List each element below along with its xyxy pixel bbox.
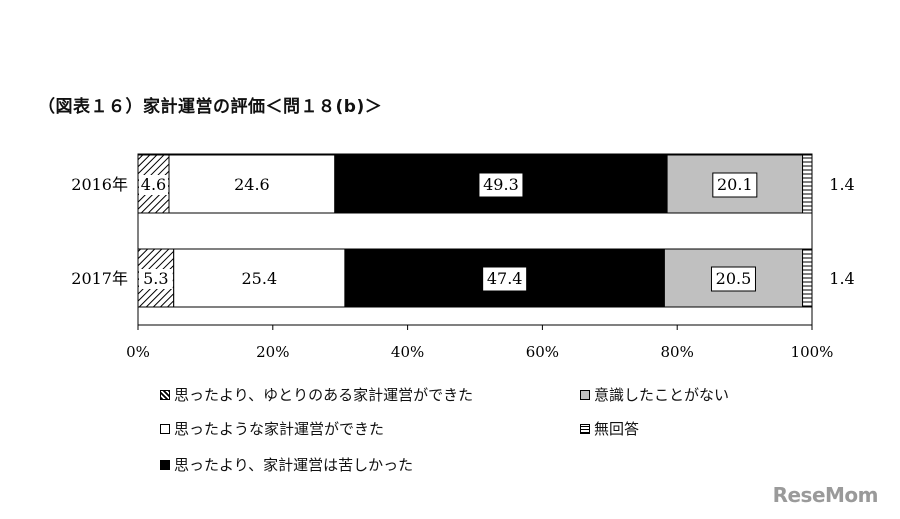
data-label: 1.4 — [829, 175, 854, 194]
bar-segment — [802, 154, 813, 214]
legend-swatch — [160, 389, 170, 400]
data-label: 47.4 — [487, 269, 523, 288]
legend-item: 思ったより、家計運営は苦しかった — [160, 454, 413, 475]
data-label-box — [712, 172, 758, 198]
legend-item: 思ったより、ゆとりのある家計運営ができた — [160, 384, 473, 405]
x-tick-label: 100% — [791, 343, 834, 361]
legend-label: 思ったより、ゆとりのある家計運営ができた — [174, 386, 474, 404]
x-tick-label: 20% — [256, 343, 289, 361]
x-tick-label: 60% — [526, 343, 559, 361]
data-label: 5.3 — [143, 269, 168, 288]
data-label: 24.6 — [234, 175, 270, 194]
data-label: 49.3 — [483, 175, 519, 194]
legend-swatch — [580, 423, 590, 434]
data-label: 20.5 — [716, 269, 752, 288]
data-label-box — [710, 266, 756, 292]
legend-item: 思ったような家計運営ができた — [160, 418, 384, 439]
legend-label: 無回答 — [594, 420, 640, 438]
data-label: 25.4 — [242, 269, 278, 288]
legend-swatch — [580, 389, 590, 400]
data-label-box — [478, 172, 524, 198]
bar-segment — [168, 154, 336, 214]
category-label: 2016年 — [71, 175, 128, 194]
category-label: 2017年 — [71, 269, 128, 288]
legend-item: 無回答 — [580, 418, 639, 439]
data-label-bg — [139, 175, 169, 195]
x-tick-label: 80% — [661, 343, 694, 361]
bar-segment — [802, 248, 813, 308]
legend-label: 意識したことがない — [594, 386, 730, 404]
legend-label: 思ったより、家計運営は苦しかった — [174, 456, 414, 474]
chart-title: （図表１６）家計運営の評価＜問１８(b)＞ — [38, 97, 383, 117]
x-tick-label: 0% — [126, 343, 150, 361]
data-label: 20.1 — [717, 175, 753, 194]
data-label-bg — [139, 269, 173, 289]
legend-item: 意識したことがない — [580, 384, 729, 405]
x-tick-label: 40% — [391, 343, 424, 361]
data-label: 1.4 — [829, 269, 854, 288]
legend-label: 思ったような家計運営ができた — [174, 420, 385, 438]
data-label: 4.6 — [141, 175, 166, 194]
bar-segment — [173, 248, 346, 308]
data-label-box — [482, 266, 528, 292]
resemom-watermark: ReseMom — [772, 483, 879, 507]
plot-frame — [137, 153, 813, 326]
legend-swatch — [160, 459, 170, 470]
legend-swatch — [160, 423, 170, 434]
